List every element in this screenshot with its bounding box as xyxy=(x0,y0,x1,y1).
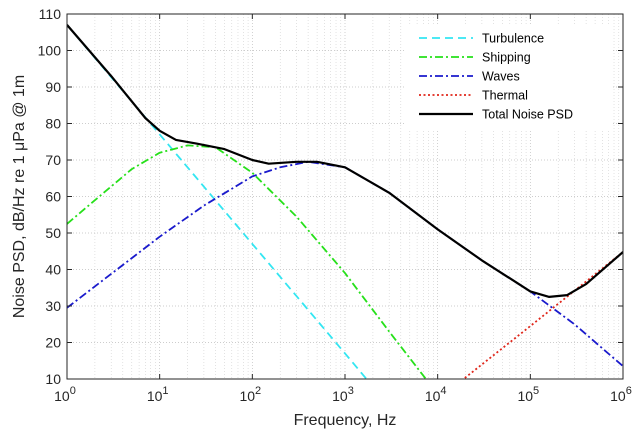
x-tick-label: 104 xyxy=(425,385,447,404)
x-tick-label: 101 xyxy=(147,385,169,404)
series-line-total-noise-psd xyxy=(67,24,623,298)
series-line-shipping xyxy=(67,144,428,379)
legend-box xyxy=(405,24,613,130)
legend-label-thermal: Thermal xyxy=(482,89,528,103)
y-tick-label: 110 xyxy=(39,6,62,22)
y-tick-label: 90 xyxy=(45,79,61,95)
y-tick-label: 50 xyxy=(45,225,61,241)
series-line-thermal xyxy=(462,251,623,379)
x-axis-label: Frequency, Hz xyxy=(294,412,397,429)
legend-label-total-noise-psd: Total Noise PSD xyxy=(482,108,573,122)
legend: Turbulence Shipping Waves Thermal Total Nois… xyxy=(405,24,613,130)
y-tick-label: 10 xyxy=(45,371,61,387)
x-tick-label: 102 xyxy=(239,385,261,404)
x-tick-label: 105 xyxy=(517,385,539,404)
y-tick-label: 80 xyxy=(45,116,61,132)
x-tick-label: 100 xyxy=(54,385,76,404)
y-tick-label: 70 xyxy=(45,152,61,168)
legend-label-turbulence: Turbulence xyxy=(482,32,544,46)
y-axis-label: Noise PSD, dB/Hz re 1 μPa @ 1m xyxy=(11,75,28,318)
y-tick-label: 40 xyxy=(45,262,61,278)
series-layer xyxy=(67,24,623,379)
y-tick-label: 60 xyxy=(45,189,61,205)
x-tick-label: 103 xyxy=(332,385,354,404)
y-tick-label: 30 xyxy=(45,298,61,314)
legend-label-shipping: Shipping xyxy=(482,51,531,65)
x-tick-label: 106 xyxy=(610,385,632,404)
legend-label-waves: Waves xyxy=(482,70,520,84)
y-tick-label: 20 xyxy=(45,335,61,351)
y-tick-label: 100 xyxy=(38,43,62,59)
